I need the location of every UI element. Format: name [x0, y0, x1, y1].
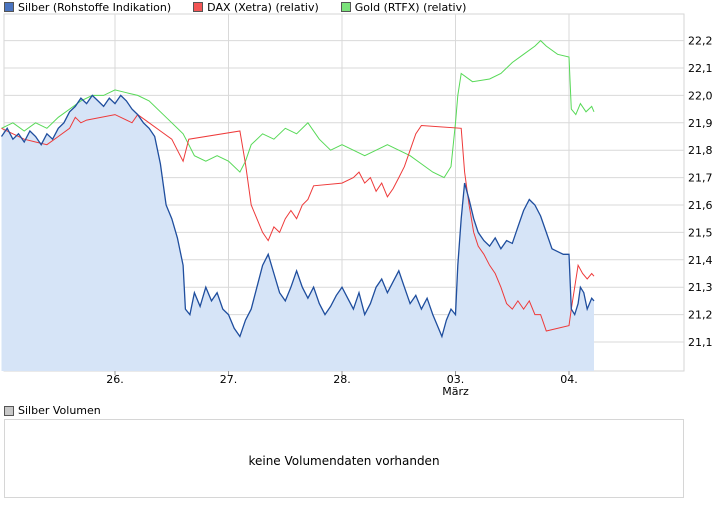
legend-label-gold: Gold (RTFX) (relativ)	[354, 0, 467, 14]
data-series	[0, 39, 595, 372]
series-line-gold	[1, 39, 595, 179]
volume-legend: Silber Volumen	[4, 404, 101, 417]
y-tick-label: 21,4	[688, 254, 713, 267]
chart-legend: Silber (Rohstoffe Indikation) DAX (Xetra…	[4, 0, 488, 14]
x-axis-tick-labels: 26. 27. 28. 03.März 04.	[106, 371, 578, 398]
volume-empty-message: keine Volumendaten vorhanden	[248, 454, 440, 468]
legend-item-dax[interactable]: DAX (Xetra) (relativ)	[193, 1, 319, 14]
y-tick-label: 22,1	[688, 62, 713, 75]
y-axis-tick-labels: 22,2 22,1 22,0 21,9 21,8 21,7 21,6 21,5 21,4 21,3…	[688, 35, 713, 349]
x-tick-label: 04.	[560, 373, 578, 386]
y-tick-label: 21,8	[688, 144, 713, 157]
legend-label-dax: DAX (Xetra) (relativ)	[207, 0, 319, 14]
series-line-silver	[0, 94, 595, 339]
legend-item-silver[interactable]: Silber (Rohstoffe Indikation)	[4, 1, 171, 14]
x-tick-label: 27.	[220, 373, 238, 386]
series-line-dax	[1, 113, 595, 332]
y-tick-label: 21,1	[688, 336, 713, 349]
y-tick-label: 22,0	[688, 89, 713, 102]
main-price-chart: 22,2 22,1 22,0 21,9 21,8 21,7 21,6 21,5 21,4 21,3…	[0, 13, 713, 398]
dax-swatch-icon	[193, 2, 204, 12]
volume-chart-panel: keine Volumendaten vorhanden	[4, 419, 684, 498]
y-tick-label: 21,6	[688, 199, 713, 212]
y-tick-label: 21,9	[688, 117, 713, 130]
y-tick-label: 21,3	[688, 281, 713, 294]
silver-swatch-icon	[4, 2, 14, 12]
y-tick-label: 22,2	[688, 35, 713, 48]
silver-area-fill	[1, 95, 594, 372]
y-tick-label: 21,7	[688, 172, 713, 185]
legend-item-gold[interactable]: Gold (RTFX) (relativ)	[340, 0, 467, 14]
y-tick-label: 21,5	[688, 226, 713, 239]
x-tick-sublabel: März	[442, 385, 469, 398]
x-tick-label: 03.	[447, 373, 465, 386]
volume-swatch-icon	[4, 405, 14, 416]
x-tick-label: 26.	[106, 373, 124, 386]
y-tick-label: 21,2	[688, 309, 713, 322]
x-tick-label: 28.	[333, 373, 351, 386]
legend-label-silver: Silber (Rohstoffe Indikation)	[18, 0, 172, 14]
volume-legend-label: Silber Volumen	[18, 404, 101, 417]
gold-swatch-icon	[340, 2, 351, 12]
